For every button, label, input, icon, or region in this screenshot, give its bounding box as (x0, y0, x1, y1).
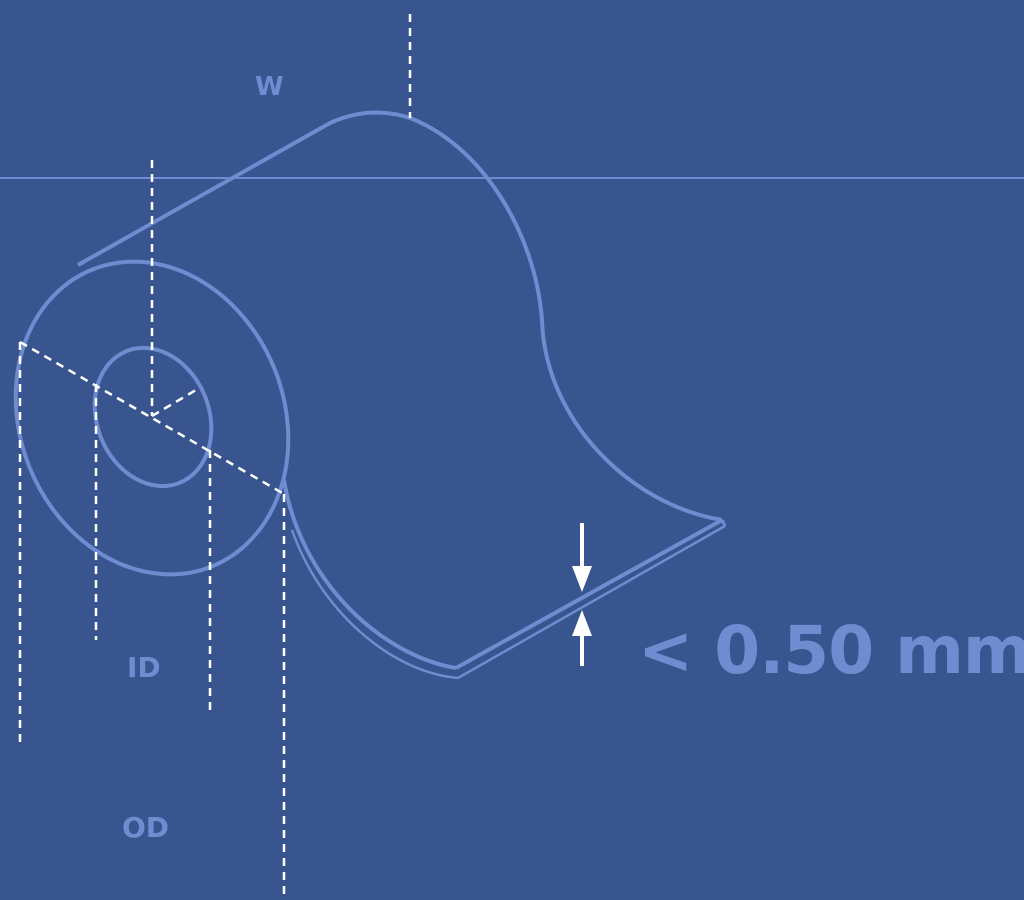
inner-diameter-ellipse (92, 345, 214, 489)
diameter-diagonal-line (19, 340, 285, 496)
thickness-label: < 0.50 mm (638, 612, 1024, 689)
axis-diagonal-short (151, 388, 197, 418)
inner-diameter-label: ID (127, 651, 161, 684)
opposing-arrows-icon (572, 523, 592, 666)
outer-diameter-label: OD (122, 811, 170, 844)
sheet-top-edge (455, 518, 723, 670)
sheet-bottom-edge (457, 524, 726, 680)
width-label: W (255, 72, 284, 102)
outer-diameter-ellipse (13, 259, 291, 577)
roll-top-edge (77, 110, 544, 321)
roll-bottom-sweep (282, 479, 457, 670)
dimension-lines (18, 14, 412, 900)
sheet-tip (720, 519, 727, 527)
roll-back-curve (540, 319, 723, 522)
roll-bottom-sweep-inner (290, 529, 459, 680)
